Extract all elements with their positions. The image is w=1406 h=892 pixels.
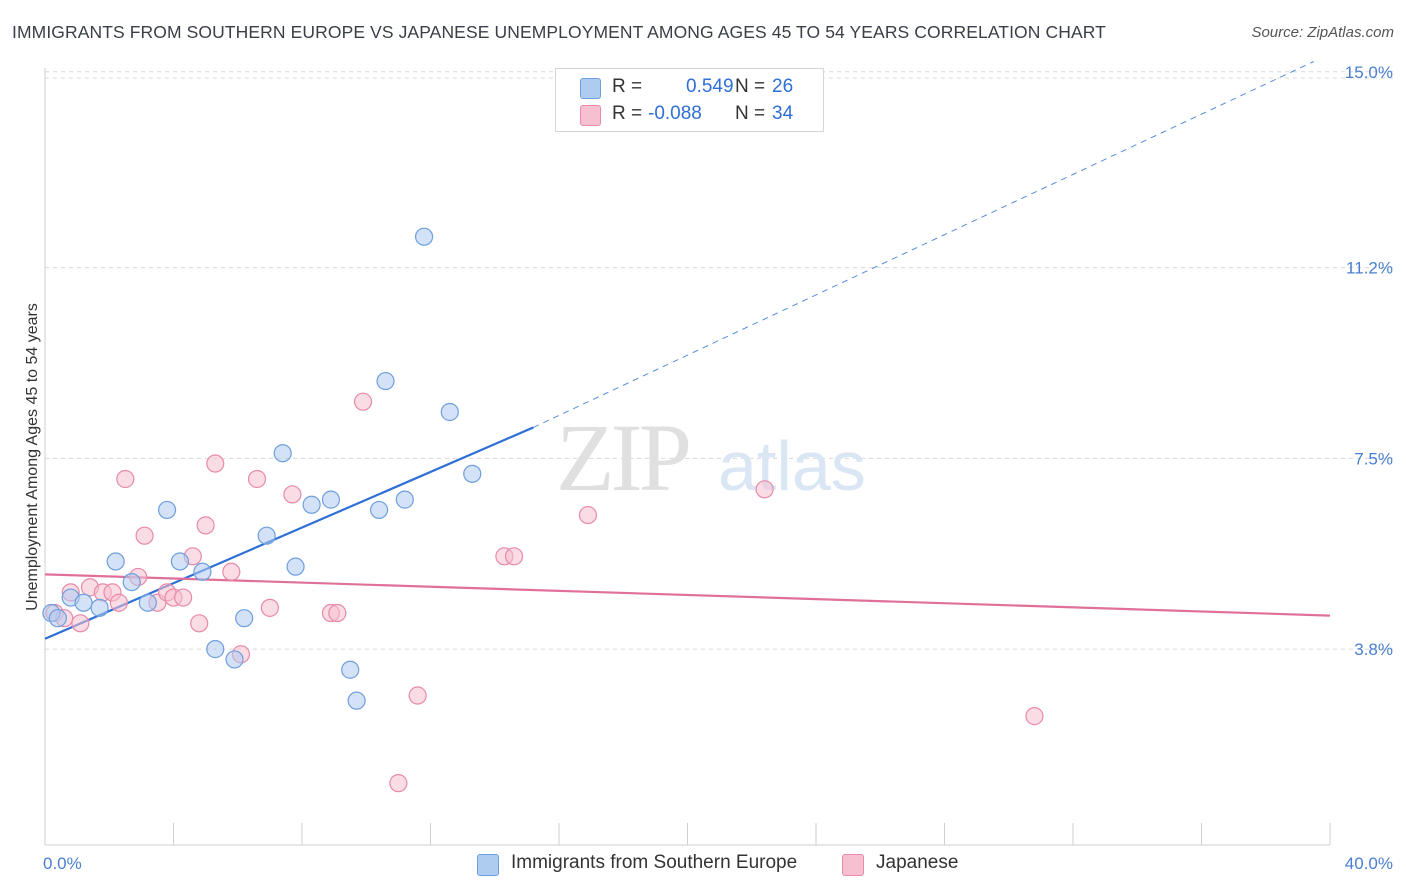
point-southern-europe [90, 598, 109, 617]
point-southern-europe [341, 660, 360, 679]
y-tick-label: 3.8% [1354, 640, 1393, 659]
point-japanese [260, 598, 279, 617]
point-japanese [247, 469, 267, 489]
data-points [42, 227, 1044, 793]
point-japanese [328, 603, 347, 623]
legend-r-value: -0.088 [648, 103, 702, 124]
y-tick-label: 11.2% [1346, 259, 1393, 278]
point-southern-europe [157, 500, 177, 520]
point-southern-europe [273, 444, 292, 463]
point-japanese [135, 526, 154, 545]
point-japanese [1025, 707, 1044, 726]
y-axis-label: Unemployment Among Ages 45 to 54 years [24, 303, 41, 611]
tick-labels: 3.8% 7.5% 11.2% 15.0% 0.0% 40.0% [43, 63, 1393, 873]
point-southern-europe [225, 650, 244, 669]
point-southern-europe [286, 557, 305, 576]
trend-line-japanese [44, 573, 1331, 617]
point-southern-europe [206, 640, 225, 659]
point-japanese [71, 614, 90, 633]
legend-n-value: 34 [772, 103, 794, 124]
point-japanese [504, 547, 524, 566]
point-southern-europe [440, 402, 459, 422]
point-southern-europe [302, 495, 321, 514]
point-japanese [206, 454, 225, 473]
point-japanese [109, 593, 128, 612]
point-southern-europe [395, 490, 414, 509]
grid [45, 71, 1393, 650]
point-southern-europe [74, 593, 93, 612]
point-southern-europe [48, 609, 67, 628]
point-japanese [578, 505, 598, 525]
point-southern-europe [463, 464, 482, 483]
legend-swatch-blue [580, 78, 601, 99]
point-southern-europe [235, 609, 254, 628]
point-japanese [196, 516, 215, 535]
point-japanese [389, 774, 408, 793]
point-japanese [190, 614, 209, 633]
point-japanese [116, 469, 135, 489]
series-label-japanese: Japanese [876, 852, 959, 873]
legend-row-blue: R = 0.549 N = 26 [556, 73, 823, 101]
legend-r-label: R = [612, 76, 643, 97]
point-japanese [222, 562, 241, 581]
point-southern-europe [347, 691, 366, 710]
point-southern-europe [193, 562, 212, 581]
y-tick-label: 7.5% [1354, 449, 1393, 468]
point-japanese [408, 686, 427, 705]
point-southern-europe [257, 526, 276, 545]
y-tick-label: 15.0% [1345, 63, 1393, 82]
point-southern-europe [138, 593, 157, 612]
legend-r-value: 0.549 [686, 76, 734, 97]
point-southern-europe [370, 500, 389, 520]
point-southern-europe [414, 227, 434, 246]
correlation-legend: R = 0.549 N = 26 R = -0.088 N = 34 [555, 68, 824, 132]
legend-swatch-pink [580, 105, 601, 126]
series-label-southern-europe: Immigrants from Southern Europe [511, 852, 798, 873]
watermark-zip: ZIP [556, 404, 689, 511]
point-southern-europe [122, 572, 141, 592]
x-tick-label: 0.0% [43, 854, 82, 873]
series-swatch-pink [842, 854, 864, 876]
x-tick-label: 40.0% [1345, 854, 1393, 873]
watermark: ZIP atlas [556, 404, 866, 511]
legend-n-value: 26 [772, 76, 794, 97]
legend-n-label: N = [735, 103, 766, 124]
series-swatch-blue [477, 854, 499, 876]
legend-r-label: R = [612, 103, 643, 124]
trend-lines [44, 60, 1331, 640]
legend-row-pink: R = -0.088 N = 34 [556, 100, 823, 128]
point-southern-europe [376, 371, 395, 391]
point-japanese [353, 392, 373, 411]
watermark-atlas: atlas [718, 427, 866, 505]
point-southern-europe [170, 552, 190, 571]
point-japanese [755, 480, 774, 499]
legend-n-label: N = [735, 76, 766, 97]
point-japanese [283, 485, 302, 504]
source-label: Source: ZipAtlas.com [1251, 24, 1394, 41]
trend-line-southern-europe-extension [533, 60, 1315, 428]
point-southern-europe [321, 490, 341, 509]
axes [44, 68, 1331, 846]
point-southern-europe [106, 552, 125, 571]
chart-title: IMMIGRANTS FROM SOUTHERN EUROPE VS JAPAN… [12, 22, 1106, 42]
point-japanese [174, 588, 193, 607]
